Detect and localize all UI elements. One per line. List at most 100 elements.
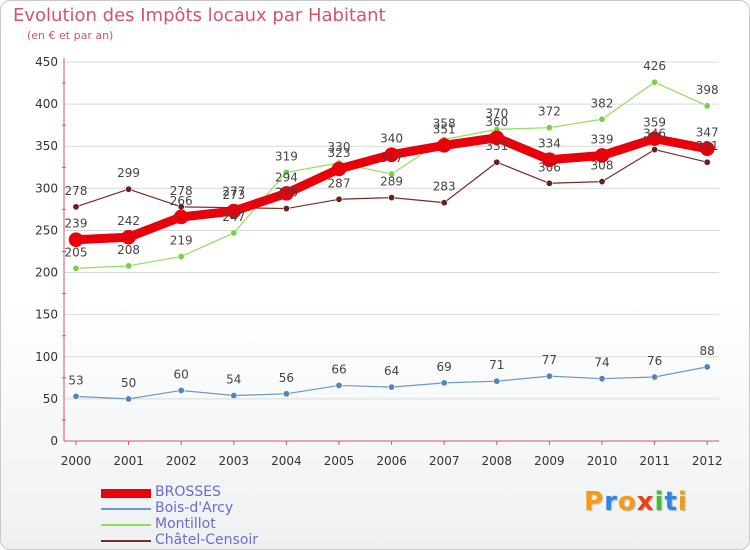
data-label: 71 xyxy=(489,358,504,372)
data-label: 54 xyxy=(226,373,241,387)
data-label-layer: 53 50 60 54 56 66 64 69 71 77 74 76 88 205 208 219 247 31… xyxy=(65,59,719,390)
data-label: 323 xyxy=(328,146,351,160)
data-point xyxy=(68,232,84,248)
data-point xyxy=(279,186,294,201)
data-label: 273 xyxy=(222,188,245,202)
data-label: 266 xyxy=(170,194,193,208)
data-label: 347 xyxy=(696,126,719,140)
data-point xyxy=(440,199,448,207)
x-tick-label: 2011 xyxy=(639,454,670,468)
data-label: 69 xyxy=(437,360,452,374)
data-point xyxy=(125,395,133,403)
y-tick-label: 400 xyxy=(35,97,58,111)
data-label: 331 xyxy=(485,139,508,153)
data-point xyxy=(545,124,553,132)
data-label: 276 xyxy=(275,186,298,200)
data-label: 294 xyxy=(275,170,298,184)
data-point xyxy=(121,229,136,245)
x-tick-label: 2005 xyxy=(324,454,355,468)
data-label: 299 xyxy=(117,166,140,180)
logo-letter: x xyxy=(636,487,655,517)
data-label: 53 xyxy=(68,373,83,387)
data-point xyxy=(282,168,290,176)
data-label: 64 xyxy=(384,364,399,378)
data-point xyxy=(72,264,80,272)
y-tick-label: 250 xyxy=(35,223,58,237)
proxiti-logo: Proxiti xyxy=(584,487,688,517)
data-label: 77 xyxy=(542,353,557,367)
logo-letter: r xyxy=(604,487,618,517)
data-label: 360 xyxy=(485,115,508,129)
data-label: 308 xyxy=(591,159,614,173)
y-tick-label: 50 xyxy=(43,392,58,406)
data-label: 382 xyxy=(591,96,614,110)
data-label: 242 xyxy=(117,214,140,228)
data-point xyxy=(542,152,557,167)
legend-label: Châtel-Censoir xyxy=(155,532,259,548)
data-point xyxy=(545,372,553,380)
logo-letter: t xyxy=(664,487,678,517)
logo-letter: o xyxy=(617,487,637,517)
data-point xyxy=(226,203,242,219)
data-label: 306 xyxy=(538,160,561,174)
data-point xyxy=(598,375,606,383)
y-tick-label: 350 xyxy=(35,139,58,153)
x-tick-label: 2010 xyxy=(587,454,618,468)
data-label: 334 xyxy=(538,137,561,151)
data-label: 277 xyxy=(222,185,245,199)
data-point xyxy=(177,253,185,261)
series-bois-d-arcy xyxy=(72,363,711,403)
x-tick-label: 2003 xyxy=(219,454,250,468)
data-label: 283 xyxy=(433,180,456,194)
y-tick-label: 450 xyxy=(35,55,58,69)
data-point xyxy=(598,178,606,186)
data-label: 426 xyxy=(643,59,666,73)
data-point xyxy=(72,392,80,400)
data-point xyxy=(72,203,80,211)
x-tick-label: 2004 xyxy=(271,454,302,468)
legend-label: BROSSES xyxy=(155,484,221,500)
data-point xyxy=(545,179,553,187)
data-point xyxy=(493,158,501,166)
data-point xyxy=(230,392,238,400)
logo-letter: P xyxy=(584,487,605,517)
y-tick-label: 150 xyxy=(35,308,58,322)
data-point xyxy=(388,383,396,391)
x-tick-label: 2000 xyxy=(61,454,92,468)
data-point xyxy=(594,148,610,163)
legend-swatch xyxy=(101,540,151,542)
data-point xyxy=(335,195,343,203)
x-tick-label: 2007 xyxy=(429,454,460,468)
data-point xyxy=(282,390,290,398)
y-tick-label: 200 xyxy=(35,266,58,280)
logo-letter: i xyxy=(654,487,665,517)
data-label: 208 xyxy=(117,243,140,257)
legend-label: Bois-d'Arcy xyxy=(155,500,234,516)
data-label: 358 xyxy=(433,116,456,130)
data-point xyxy=(384,147,399,162)
y-tick-label: 0 xyxy=(50,434,58,448)
data-label: 351 xyxy=(433,122,456,136)
data-point xyxy=(335,381,343,389)
data-label: 50 xyxy=(121,376,136,390)
data-point xyxy=(647,131,662,146)
data-label: 330 xyxy=(328,140,351,154)
data-point xyxy=(489,130,505,146)
data-point xyxy=(173,209,189,225)
data-point xyxy=(125,262,133,270)
data-point xyxy=(651,78,659,86)
data-point xyxy=(703,158,711,166)
data-point xyxy=(230,229,238,237)
x-tick-label: 2009 xyxy=(534,454,565,468)
data-label: 287 xyxy=(328,176,351,190)
y-tick-label: 100 xyxy=(35,350,58,364)
data-label: 56 xyxy=(279,371,294,385)
x-tick-label: 2006 xyxy=(376,454,407,468)
data-point xyxy=(493,377,501,385)
data-label: 346 xyxy=(643,127,666,141)
data-label: 239 xyxy=(65,217,88,231)
legend-swatch xyxy=(101,488,151,498)
data-label: 76 xyxy=(647,354,662,368)
data-point xyxy=(703,102,711,110)
